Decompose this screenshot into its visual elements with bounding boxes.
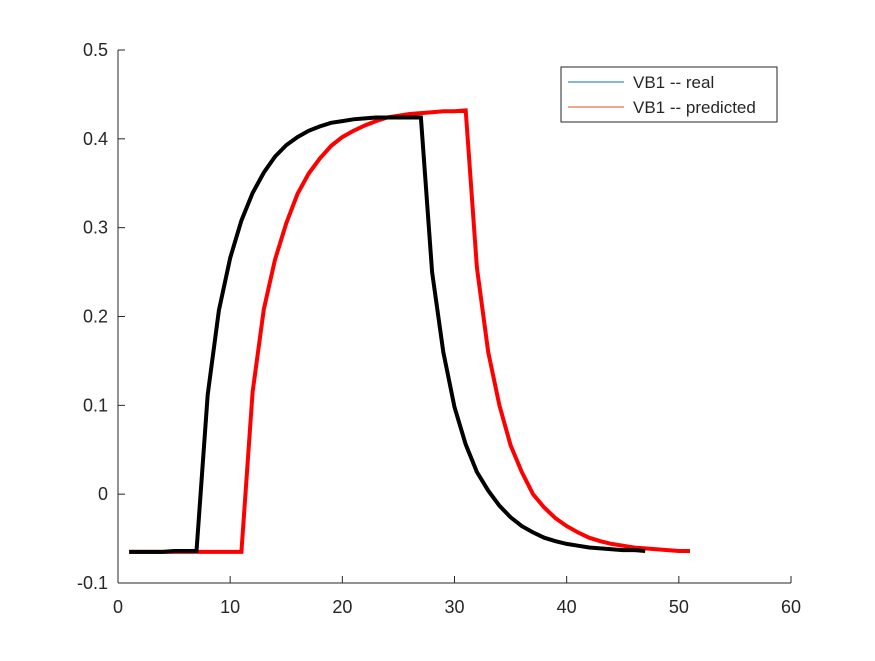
- axes-layer: 0 10 20 30 40 50 60-0.100.10.20.30.40.5: [77, 40, 801, 617]
- x-tick-label: 60: [781, 597, 801, 617]
- y-tick-label: 0: [98, 484, 108, 504]
- x-tick-label: 0: [113, 597, 123, 617]
- series-line-2: [129, 115, 646, 554]
- y-tick-label: 0.3: [83, 218, 108, 238]
- series-line-1: [129, 108, 690, 554]
- y-tick-label: 0.1: [83, 395, 108, 415]
- y-tick-label: -0.1: [77, 573, 108, 593]
- legend-box: [560, 66, 778, 123]
- x-tick-label: 10: [220, 597, 240, 617]
- x-tick-label: 20: [332, 597, 352, 617]
- legend-label: VB1 -- real: [633, 73, 714, 92]
- legend: VB1 -- real VB1 -- predicted: [560, 66, 778, 123]
- y-tick-label: 0.2: [83, 307, 108, 327]
- y-tick-label: 0.5: [83, 40, 108, 60]
- legend-label: VB1 -- predicted: [633, 98, 756, 117]
- series-layer: [129, 108, 690, 554]
- x-tick-label: 50: [669, 597, 689, 617]
- x-tick-label: 30: [444, 597, 464, 617]
- y-tick-label: 0.4: [83, 129, 108, 149]
- x-tick-label: 40: [557, 597, 577, 617]
